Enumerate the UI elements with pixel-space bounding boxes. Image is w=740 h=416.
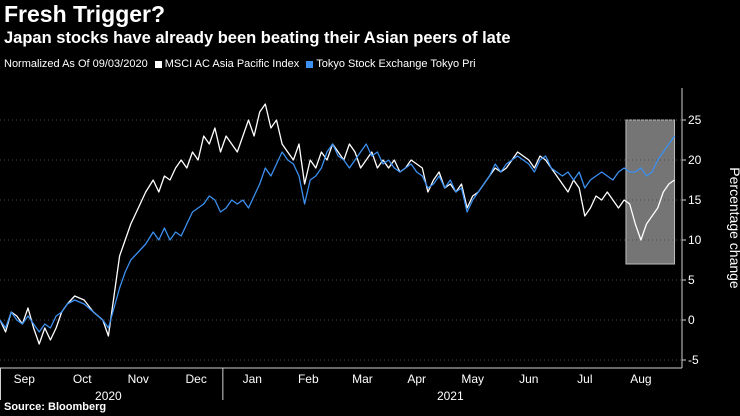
y-tick-label: -5 xyxy=(688,353,699,367)
y-tick-label: 15 xyxy=(688,193,702,207)
y-tick-label: 10 xyxy=(688,233,702,247)
legend-label-topix: Tokyo Stock Exchange Tokyo Pri xyxy=(316,58,476,70)
series-layer xyxy=(0,103,676,345)
x-tick-label: Nov xyxy=(128,372,149,386)
x-year-label: 2020 xyxy=(95,389,122,403)
x-tick-label: Oct xyxy=(73,372,92,386)
source-note: Source: Bloomberg xyxy=(4,401,107,413)
legend-swatch-topix xyxy=(306,60,314,68)
x-tick-label: Jul xyxy=(577,372,592,386)
y-axis-label: Percentage change xyxy=(727,167,740,289)
x-tick-label: Dec xyxy=(186,372,207,386)
series-line-msci xyxy=(0,103,675,345)
y-tick-label: 5 xyxy=(688,273,695,287)
legend-label-msci: MSCI AC Asia Pacific Index xyxy=(164,58,300,70)
x-tick-label: Mar xyxy=(352,372,373,386)
x-tick-label: Aug xyxy=(630,372,651,386)
y-tick-label: 25 xyxy=(688,113,702,127)
x-tick-label: Apr xyxy=(407,372,426,386)
legend: Normalized As Of 09/03/2020 MSCI AC Asia… xyxy=(4,57,483,71)
series-line-topix xyxy=(0,135,676,333)
y-tick-label: 0 xyxy=(688,313,695,327)
gridlines xyxy=(0,119,682,361)
y-axis-ticks: -5 0 5 10 15 20 25 xyxy=(682,113,702,367)
x-tick-label: Sep xyxy=(14,372,36,386)
legend-note: Normalized As Of 09/03/2020 xyxy=(4,58,148,70)
x-tick-label: Feb xyxy=(298,372,319,386)
legend-item-msci: MSCI AC Asia Pacific Index xyxy=(154,58,300,70)
x-axis-ticks: Sep Oct Nov Dec Jan Feb Mar Apr May Jun Jul Aug 2020… xyxy=(0,368,652,403)
y-tick-label: 20 xyxy=(688,153,702,167)
chart-title: Fresh Trigger? xyxy=(4,1,166,27)
x-tick-label: May xyxy=(461,372,484,386)
highlight-box xyxy=(625,119,676,265)
x-tick-label: Jun xyxy=(519,372,538,386)
legend-swatch-msci xyxy=(154,60,162,68)
x-tick-label: Jan xyxy=(243,372,262,386)
chart-subtitle: Japan stocks have already been beating t… xyxy=(4,29,511,47)
x-year-label: 2021 xyxy=(437,389,464,403)
legend-item-topix: Tokyo Stock Exchange Tokyo Pri xyxy=(306,58,476,70)
